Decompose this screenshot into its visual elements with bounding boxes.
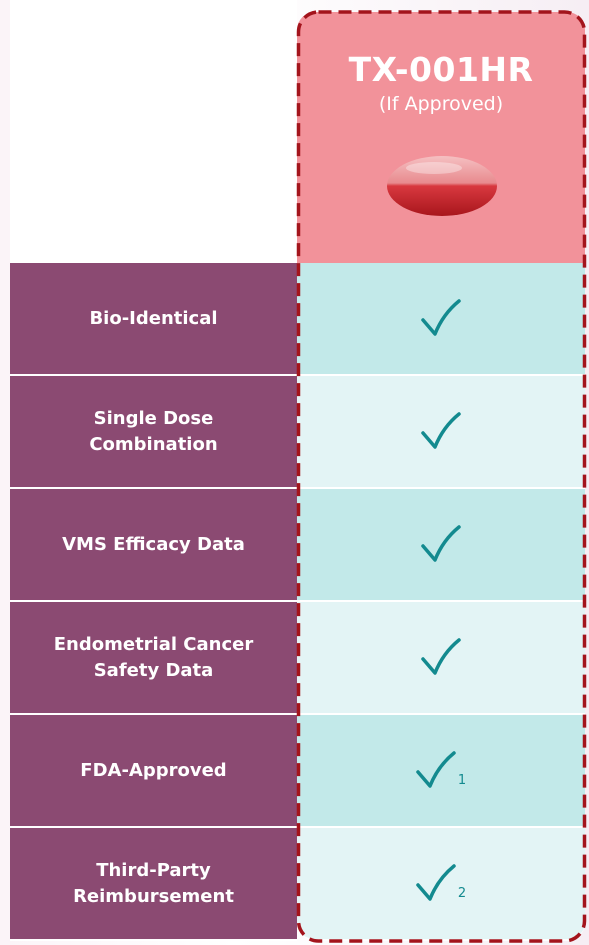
checkmark (416, 750, 456, 788)
row-label: FDA-Approved (10, 715, 297, 828)
check-cell (297, 489, 585, 602)
footnote: 2 (457, 886, 467, 901)
product-title: TX-001HR (348, 50, 534, 89)
row-label: VMS Efficacy Data (10, 489, 297, 602)
checkmark (421, 411, 461, 449)
checkmark (421, 298, 461, 336)
check-cell (297, 263, 585, 376)
product-subtitle: (If Approved) (378, 93, 504, 115)
check-cell (297, 602, 585, 715)
row-label: Bio-Identical (10, 263, 297, 376)
pill-image (387, 156, 497, 216)
check-cell: 1 (297, 715, 585, 828)
row-label: Third-Party Reimbursement (10, 828, 297, 941)
product-header: TX-001HR (If Approved) (297, 12, 585, 263)
row-label: Single Dose Combination (10, 376, 297, 489)
check-cell: 2 (297, 828, 585, 941)
check-cell (297, 376, 585, 489)
checkmark (421, 637, 461, 675)
row-label: Endometrial Cancer Safety Data (10, 602, 297, 715)
footnote: 1 (457, 773, 467, 788)
header-blank (10, 0, 297, 263)
checkmark (416, 863, 456, 901)
checkmark (421, 524, 461, 562)
